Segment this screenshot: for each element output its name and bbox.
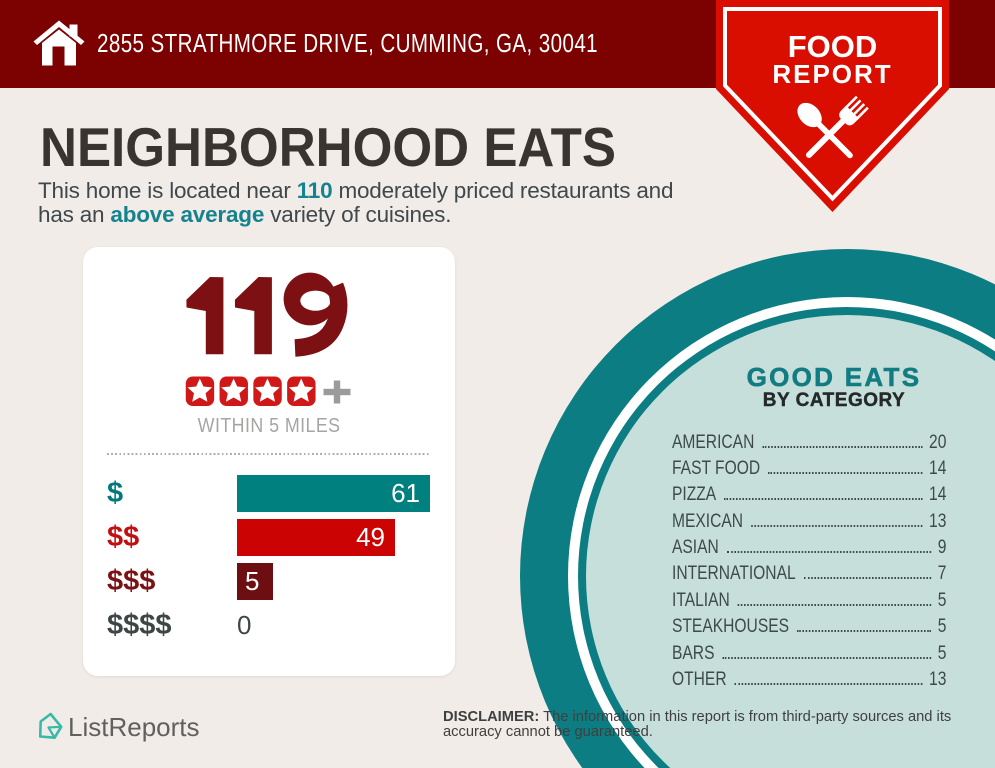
svg-text:REPORT: REPORT	[772, 59, 892, 89]
svg-text:FOOD: FOOD	[788, 29, 878, 64]
